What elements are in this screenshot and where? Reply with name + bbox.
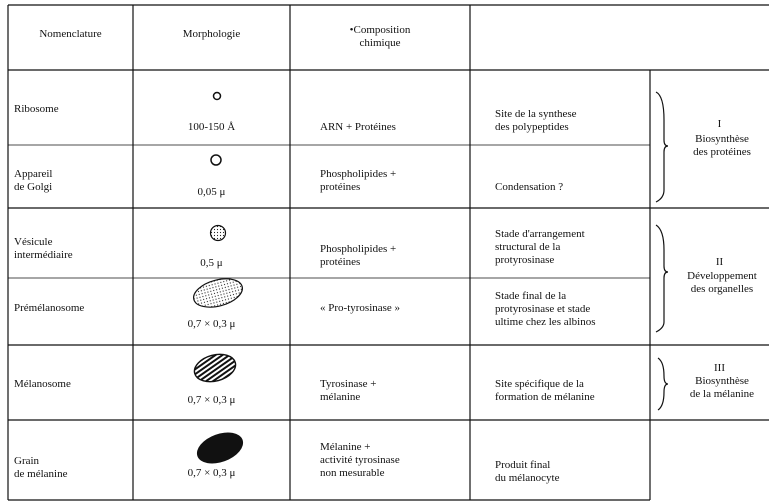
size: 0,7 × 0,3 μ bbox=[187, 467, 236, 479]
header-cell: Morphologie bbox=[182, 28, 241, 40]
group-number: II bbox=[715, 256, 724, 268]
function: Site spécifique de la formation de mélan… bbox=[495, 378, 595, 403]
group-number: I bbox=[717, 118, 722, 130]
composition: « Pro-tyrosinase » bbox=[320, 302, 401, 314]
group-label: Développement des organelles bbox=[687, 270, 757, 295]
nomenclature: Grain de mélanine bbox=[14, 455, 68, 480]
size: 0,7 × 0,3 μ bbox=[187, 394, 236, 406]
size: 0,05 μ bbox=[197, 186, 226, 198]
group-label: Biosynthèse des protéines bbox=[693, 133, 751, 158]
nomenclature: Appareil de Golgi bbox=[14, 168, 53, 193]
size: 0,7 × 0,3 μ bbox=[187, 318, 236, 330]
header-cell: Nomenclature bbox=[39, 28, 102, 40]
function: Produit final du mélanocyte bbox=[495, 459, 560, 484]
size: 100-150 Å bbox=[187, 121, 236, 133]
nomenclature: Prémélanosome bbox=[14, 302, 85, 314]
composition: ARN + Protéines bbox=[320, 121, 396, 133]
nomenclature: Ribosome bbox=[14, 103, 59, 115]
function: Stade d'arrangement structural de la pro… bbox=[495, 228, 585, 266]
composition: Tyrosinase + mélanine bbox=[320, 378, 377, 403]
size: 0,5 μ bbox=[200, 257, 223, 269]
function: Site de la synthese des polypeptides bbox=[495, 108, 577, 133]
grid bbox=[7, 4, 769, 501]
composition: Phospholipides + protéines bbox=[320, 168, 397, 193]
morphology-icons bbox=[193, 91, 244, 464]
function: Stade final de la protyrosinase et stade… bbox=[495, 290, 596, 328]
nomenclature: Mélanosome bbox=[14, 378, 71, 390]
braces bbox=[655, 91, 669, 411]
function: Condensation ? bbox=[495, 181, 564, 193]
composition: Mélanine + activité tyrosinase non mesur… bbox=[320, 441, 400, 479]
nomenclature: Vésicule intermédiaire bbox=[14, 236, 73, 261]
group-label: Biosynthèse de la mélanine bbox=[689, 375, 755, 400]
group-number: III bbox=[714, 362, 725, 374]
composition: Phospholipides + protéines bbox=[320, 243, 397, 268]
header-cell: •Composition chimique bbox=[349, 24, 411, 49]
